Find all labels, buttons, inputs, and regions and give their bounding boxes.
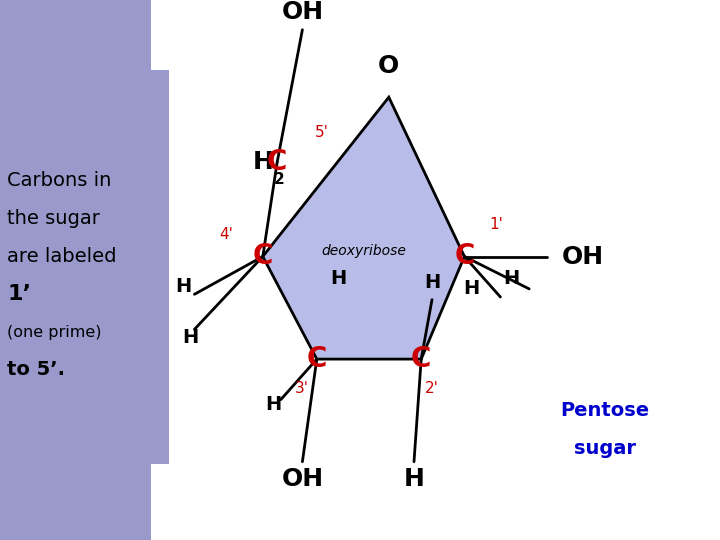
Text: H: H [464, 279, 480, 299]
Text: deoxyribose: deoxyribose [321, 244, 406, 258]
Polygon shape [263, 97, 464, 359]
Text: the sugar: the sugar [7, 209, 100, 228]
Text: OH: OH [282, 467, 323, 491]
Text: H: H [330, 268, 346, 288]
Text: 5': 5' [315, 125, 329, 140]
Text: 1’: 1’ [7, 284, 31, 305]
Text: 1': 1' [490, 217, 503, 232]
Text: C: C [307, 345, 327, 373]
Text: C: C [411, 345, 431, 373]
Bar [151, 0, 720, 540]
Text: H: H [503, 268, 519, 288]
Text: to 5’.: to 5’. [7, 360, 66, 380]
Text: H: H [176, 276, 192, 296]
Text: are labeled: are labeled [7, 247, 117, 266]
Text: OH: OH [562, 245, 604, 268]
Text: H: H [253, 150, 274, 174]
Text: H: H [266, 395, 282, 415]
Bar [0, 70, 169, 464]
Text: C: C [267, 148, 287, 176]
Text: sugar: sugar [574, 438, 636, 458]
Bar [0, 0, 169, 540]
Text: 2: 2 [274, 172, 284, 187]
Text: H: H [404, 467, 424, 491]
Text: Carbons in: Carbons in [7, 171, 112, 191]
Text: C: C [253, 242, 273, 271]
Text: 3': 3' [295, 381, 309, 396]
Text: 4': 4' [220, 227, 233, 242]
Text: 2': 2' [425, 381, 438, 396]
Text: H: H [183, 328, 199, 347]
Text: (one prime): (one prime) [7, 325, 102, 340]
Text: C: C [454, 242, 474, 271]
Text: Pentose: Pentose [560, 401, 649, 420]
Text: O: O [378, 55, 400, 78]
Text: H: H [424, 273, 440, 292]
Text: OH: OH [282, 1, 323, 24]
